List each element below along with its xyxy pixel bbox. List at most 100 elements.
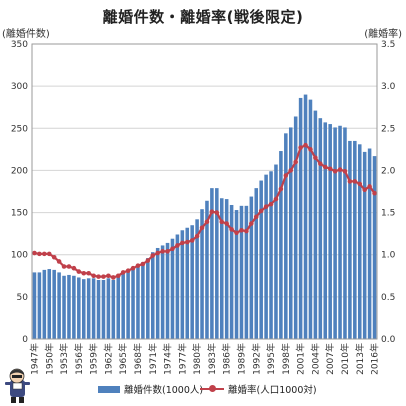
bar (224, 199, 229, 339)
rate-point (352, 179, 358, 184)
rate-point (199, 225, 205, 231)
bar (136, 265, 140, 339)
y-right-tick-label: 3.5 (381, 40, 395, 50)
bar (86, 278, 91, 339)
x-tick-label: 2016年 (369, 343, 381, 375)
bar (72, 275, 76, 339)
rate-point (120, 270, 126, 275)
rate-point (313, 155, 318, 161)
bar (229, 204, 234, 339)
plot-border (31, 43, 378, 340)
bar (126, 271, 130, 339)
legend: 離婚件数(1000人) 離婚率(人口1000対) (0, 382, 406, 398)
rate-point (372, 190, 377, 196)
y-left-tick-label: 250 (11, 124, 28, 134)
bar (47, 269, 52, 339)
rate-point (76, 269, 82, 274)
x-tick-label: 1959年 (88, 343, 100, 375)
bar (146, 258, 150, 339)
right-axis-label: (離婚率) (364, 29, 402, 40)
bar (288, 127, 293, 339)
rate-point (273, 196, 279, 202)
bar (219, 198, 224, 339)
rate-point (253, 214, 259, 220)
rate-point (170, 246, 175, 252)
rate-point (288, 168, 294, 173)
legend-bar-swatch (98, 385, 120, 393)
bar (274, 164, 278, 339)
bar (160, 245, 165, 339)
rate-point (135, 263, 141, 268)
rate-point (219, 219, 225, 225)
bar (210, 188, 214, 339)
x-tick-label: 1995年 (265, 343, 277, 375)
y-left-tick-label: 200 (11, 166, 28, 176)
y-right-tick-label: 3.0 (381, 82, 396, 92)
bar (313, 110, 318, 339)
bar (77, 277, 81, 339)
rate-point (155, 250, 160, 256)
x-tick-label: 1989年 (235, 343, 247, 375)
bar (284, 133, 288, 339)
bar (239, 205, 244, 339)
rate-point (140, 261, 146, 267)
bar (353, 140, 357, 339)
bar (234, 210, 239, 339)
rate-point (249, 221, 254, 226)
bar (141, 262, 145, 339)
rate-point (209, 209, 215, 215)
legend-line-label: 離婚率(人口1000対) (228, 385, 317, 396)
rate-point (56, 259, 62, 264)
x-tick-label: 1974年 (162, 343, 174, 375)
rate-point (194, 233, 200, 239)
left-axis-label: (離婚件数) (2, 29, 50, 40)
bar (333, 127, 337, 339)
bar (195, 219, 199, 339)
rate-point (244, 228, 249, 234)
x-tick-label: 2010年 (339, 343, 351, 375)
rate-point (337, 167, 343, 172)
bar (372, 156, 377, 339)
rate-point (283, 173, 289, 178)
x-tick-label: 1947年 (28, 343, 40, 375)
bar (106, 278, 111, 339)
y-right-tick-label: 0.0 (381, 335, 396, 345)
rate-point (184, 239, 190, 245)
bar (165, 242, 170, 339)
y-right-tick-label: 0.5 (381, 293, 395, 303)
rate-point (322, 164, 328, 170)
rate-point (234, 230, 239, 236)
bar (96, 280, 101, 339)
x-tick-label: 1953年 (58, 343, 70, 375)
y-left-tick-label: 150 (11, 209, 28, 219)
legend-item-bars: 離婚件数(1000人) (98, 382, 203, 396)
x-tick-label: 2001年 (295, 343, 307, 375)
rate-point (37, 251, 42, 257)
bar (52, 269, 56, 339)
rate-point (263, 204, 269, 209)
bar (254, 188, 259, 339)
bar-series (32, 94, 377, 340)
legend-bar-label: 離婚件数(1000人) (124, 385, 204, 396)
legend-item-line: 離婚率(人口1000対) (200, 382, 317, 396)
bar (111, 280, 116, 339)
bar (185, 227, 190, 339)
rate-point (46, 251, 52, 257)
rate-point (308, 147, 313, 152)
rate-point (204, 219, 210, 225)
bar (170, 238, 175, 339)
rate-point (332, 168, 338, 174)
rate-point (327, 166, 333, 172)
bar (131, 269, 135, 339)
rate-point (293, 159, 298, 165)
rate-point (96, 274, 101, 279)
y-left-tick-label: 50 (17, 293, 29, 303)
rate-point (229, 227, 234, 232)
rate-point (86, 270, 91, 276)
x-tick-label: 1965年 (117, 343, 129, 375)
bar (42, 269, 47, 339)
rate-point (362, 187, 367, 193)
rate-point (145, 258, 151, 263)
x-tick-label: 1971年 (147, 343, 159, 375)
y-right-tick-label: 2.5 (381, 124, 395, 134)
